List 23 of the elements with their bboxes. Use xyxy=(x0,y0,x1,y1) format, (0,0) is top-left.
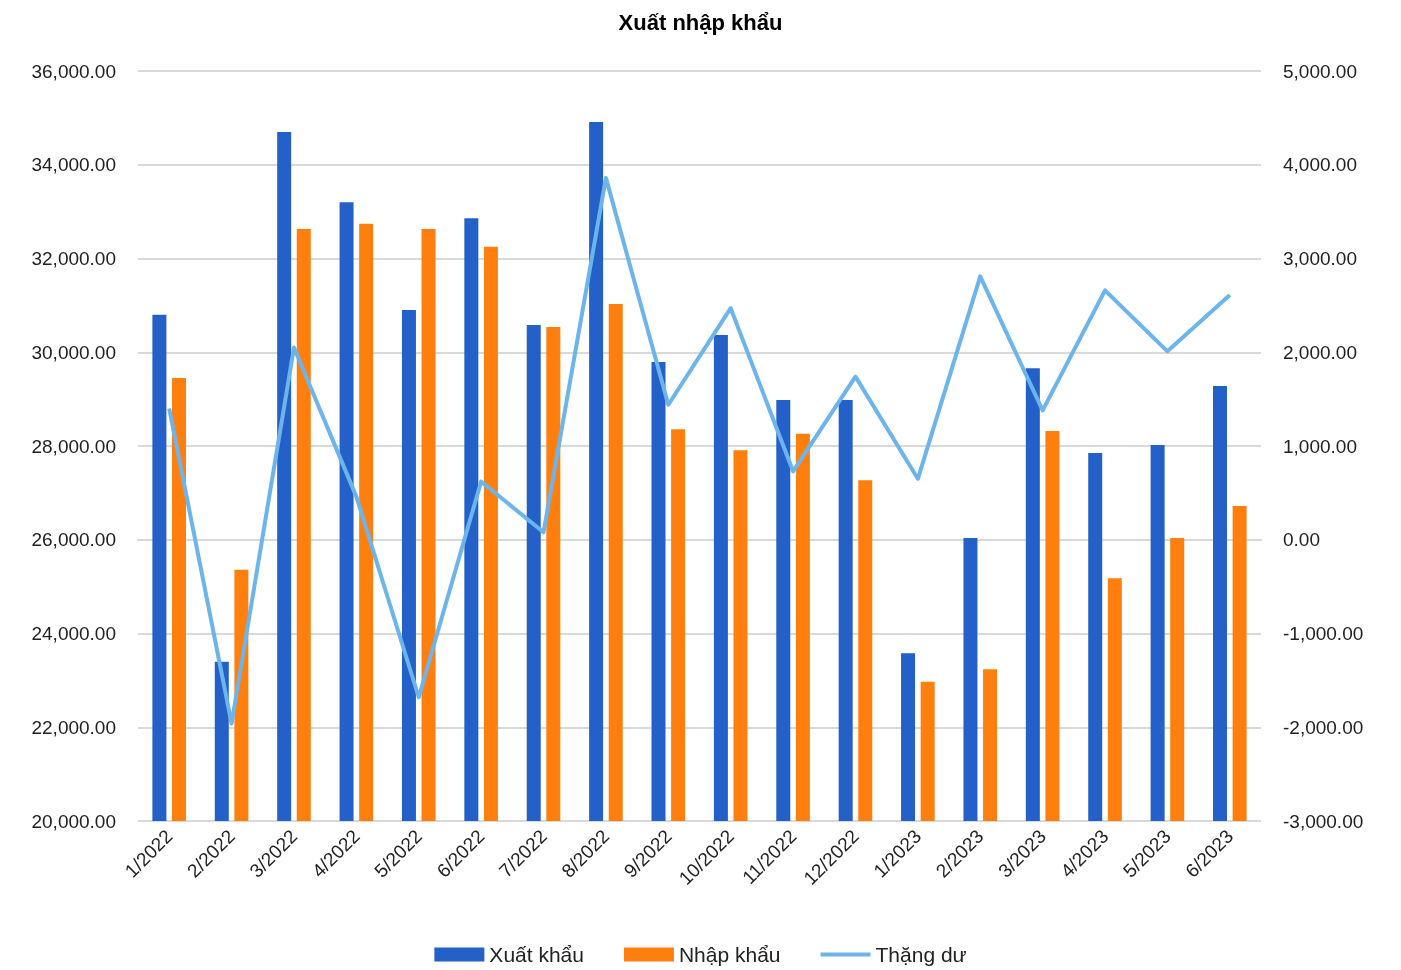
chart-title: Xuất nhập khẩu xyxy=(618,9,783,35)
y2-tick-label: 5,000.00 xyxy=(1283,60,1357,82)
legend-label: Nhập khẩu xyxy=(678,943,781,966)
y2-tick-label: -1,000.00 xyxy=(1283,623,1364,644)
y2-tick-label: 1,000.00 xyxy=(1283,435,1357,457)
y2-tick-label: -2,000.00 xyxy=(1283,716,1364,738)
y-tick-label: 32,000.00 xyxy=(31,248,116,269)
y-tick-label: 24,000.00 xyxy=(31,623,116,644)
y2-tick-label: 2,000.00 xyxy=(1283,341,1357,363)
y2-tick-label: -3,000.00 xyxy=(1283,810,1364,832)
y-tick-label: 36,000.00 xyxy=(31,60,116,82)
y-tick-label: 22,000.00 xyxy=(31,716,116,738)
line-series xyxy=(167,175,1232,726)
y-tick-label: 28,000.00 xyxy=(31,435,116,457)
y2-tick-label: 3,000.00 xyxy=(1283,248,1357,269)
y-tick-label: 26,000.00 xyxy=(31,529,116,551)
legend-label: Xuất khẩu xyxy=(489,943,584,966)
y-tick-label: 20,000.00 xyxy=(31,810,116,832)
y-tick-label: 34,000.00 xyxy=(31,154,116,176)
y-tick-label: 30,000.00 xyxy=(31,341,116,363)
y2-tick-label: 0.00 xyxy=(1283,529,1320,551)
legend-label: Thặng dư xyxy=(875,943,967,966)
y2-tick-label: 4,000.00 xyxy=(1283,154,1357,176)
